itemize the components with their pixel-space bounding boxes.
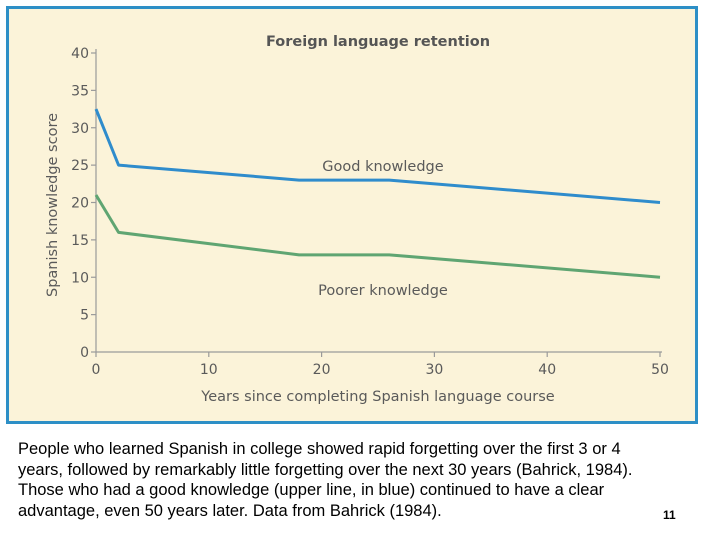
- series-label-2: Poorer knowledge: [318, 283, 448, 299]
- y-axis-label: Spanish knowledge score: [45, 113, 61, 297]
- chart-title: Foreign language retention: [266, 34, 490, 50]
- page-number: 11: [663, 508, 676, 522]
- x-tick-label: 50: [651, 362, 669, 378]
- x-tick-label: 40: [538, 362, 556, 378]
- y-tick-label: 10: [71, 270, 89, 286]
- series-line-1: [94, 108, 661, 204]
- line-chart: 0 5 10 15 20 25 30 35 40 0 10 20 30 40 50 Foreign langu…: [45, 34, 669, 405]
- y-tick-label: 40: [71, 46, 89, 62]
- y-tick-label: 20: [71, 196, 89, 212]
- x-axis-label: Years since completing Spanish language …: [200, 389, 555, 405]
- y-tick-label: 35: [71, 83, 89, 99]
- series-line-2: [94, 194, 661, 279]
- figure-caption: People who learned Spanish in college sh…: [18, 440, 633, 520]
- y-tick-label: 0: [80, 345, 89, 361]
- x-tick-label: 20: [313, 362, 331, 378]
- y-tick-label: 30: [71, 121, 89, 137]
- series-label-1: Good knowledge: [322, 159, 443, 175]
- y-tick-label: 15: [71, 233, 89, 249]
- x-tick-label: 30: [425, 362, 443, 378]
- chart-panel: 0 5 10 15 20 25 30 35 40 0 10 20 30 40 50 Foreign langu…: [6, 6, 698, 424]
- y-tick-label: 25: [71, 158, 89, 174]
- x-tick-label: 10: [200, 362, 218, 378]
- x-tick-label: 0: [92, 362, 101, 378]
- y-tick-label: 5: [80, 308, 89, 324]
